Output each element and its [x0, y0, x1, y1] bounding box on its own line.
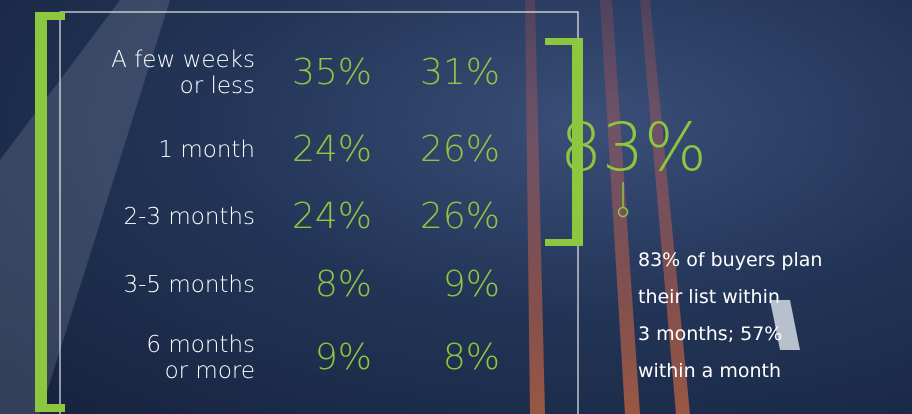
row-label: 2-3 months	[123, 204, 255, 230]
callout-line: within a month	[638, 360, 782, 382]
percentage: 31%	[419, 52, 500, 93]
row-label: or less	[179, 73, 255, 99]
row-label: 3-5 months	[123, 272, 255, 298]
percentage: 9%	[442, 264, 500, 305]
row-label: 6 months	[146, 332, 255, 358]
percentage: 8%	[314, 264, 372, 305]
callout-figure: 83%	[560, 109, 707, 186]
percentage: 9%	[314, 337, 372, 378]
percentage: 35%	[291, 52, 372, 93]
percentage: 8%	[442, 337, 500, 378]
percentage: 26%	[419, 129, 500, 170]
percentage: 24%	[291, 129, 372, 170]
row-label: A few weeks	[111, 47, 255, 73]
row-label: or more	[164, 358, 255, 384]
percentage: 24%	[291, 196, 372, 237]
percentage: 26%	[419, 196, 500, 237]
callout-line: 3 months; 57%	[638, 323, 783, 345]
callout-line: 83% of buyers plan	[638, 249, 823, 271]
row-label: 1 month	[158, 137, 255, 163]
callout-line: their list within	[638, 286, 780, 308]
